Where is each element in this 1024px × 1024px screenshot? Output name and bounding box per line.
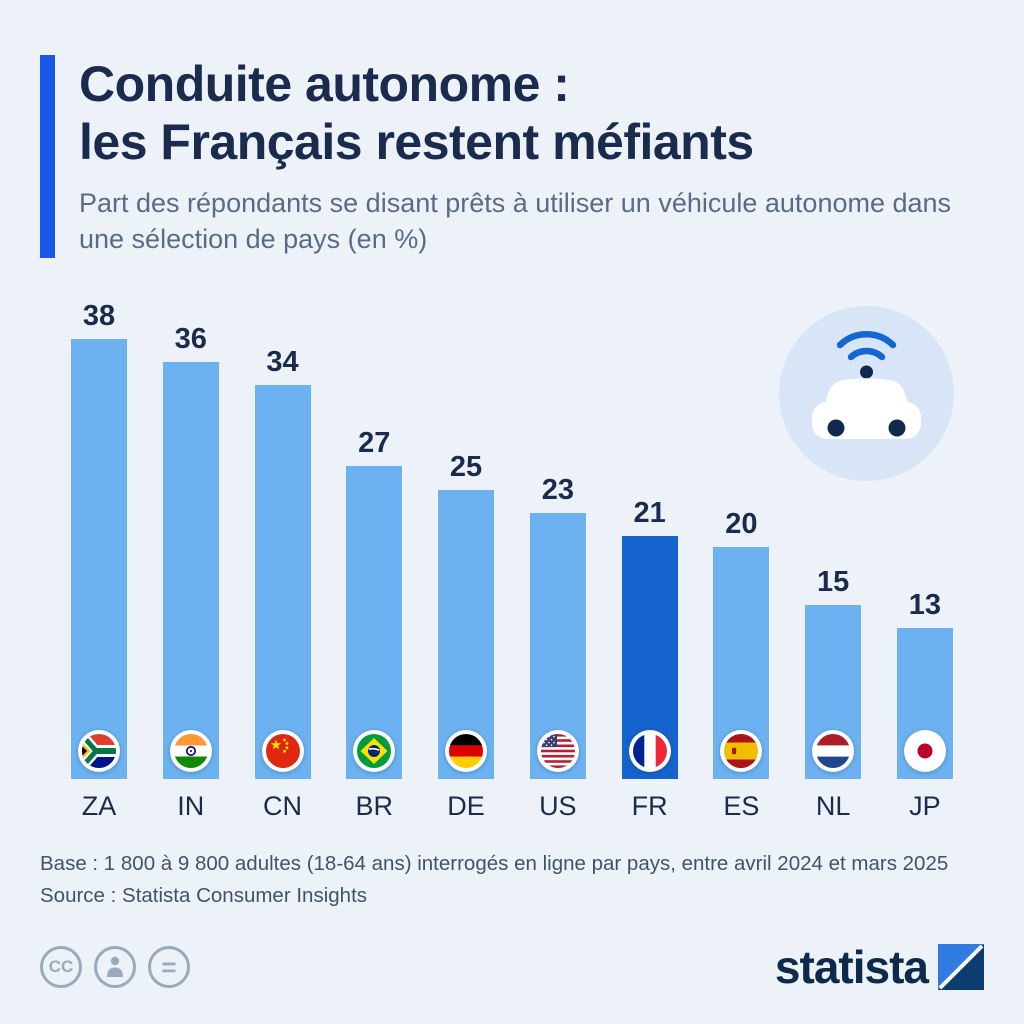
statista-branding: statista xyxy=(775,940,984,994)
chart-area: 38 ZA 36 IN 34 CN 27 BR 25 DE 23 US 21 FR 20 ES 15 NL 13 JP xyxy=(40,300,984,822)
country-code-label: BR xyxy=(355,790,394,821)
bar-value-label: 21 xyxy=(633,496,666,529)
bar-br xyxy=(346,465,403,779)
bar-value-label: 23 xyxy=(541,473,574,506)
country-code-label: JP xyxy=(909,790,941,821)
autonomous-car-wifi-icon xyxy=(779,305,954,481)
bar-column-za: 38 ZA xyxy=(68,300,130,822)
chart-subtitle: Part des répondants se disant prêts à ut… xyxy=(79,188,952,255)
country-code-label: NL xyxy=(815,790,851,821)
bar-jp xyxy=(896,627,953,779)
bar-cn xyxy=(254,384,311,779)
bar-nl xyxy=(805,604,862,779)
bar-column-de: 25 DE xyxy=(435,451,497,822)
usa-flag-icon xyxy=(536,729,579,772)
header: Conduite autonome : les Français restent … xyxy=(40,55,984,258)
country-code-label: IN xyxy=(177,790,205,821)
germany-flag-icon xyxy=(445,729,488,772)
source-note: Source : Statista Consumer Insights xyxy=(40,883,368,907)
bar-es xyxy=(713,546,770,779)
spain-flag-icon xyxy=(720,729,763,772)
bar-value-label: 15 xyxy=(816,565,850,598)
statista-logo-text: statista xyxy=(774,941,929,993)
title-accent-bar xyxy=(40,55,55,258)
india-flag-icon xyxy=(169,729,212,772)
country-code-label: ZA xyxy=(81,790,117,821)
bar-value-label: 20 xyxy=(725,507,758,540)
bar-value-label: 34 xyxy=(266,345,299,378)
bar-column-es: 20 ES xyxy=(710,508,772,822)
base-note: Base : 1 800 à 9 800 adultes (18-64 ans)… xyxy=(40,851,949,875)
cc-icon: CC xyxy=(40,946,82,988)
bottom-row: CC = statista xyxy=(40,940,984,994)
country-code-label: US xyxy=(539,790,577,821)
page-title-line1: Conduite autonome : xyxy=(79,56,570,112)
bar-column-cn: 34 CN xyxy=(252,346,314,822)
country-code-label: DE xyxy=(447,790,485,821)
country-code-label: ES xyxy=(723,790,760,821)
south-africa-flag-icon xyxy=(78,729,120,772)
bar-value-label: 36 xyxy=(174,322,207,355)
bar-fr xyxy=(621,535,678,779)
japan-flag-icon xyxy=(903,729,946,772)
bar-in xyxy=(162,361,219,779)
attribution-person-icon xyxy=(94,946,136,988)
bar-de xyxy=(438,489,495,779)
bar-column-us: 23 US xyxy=(527,474,589,822)
country-code-label: CN xyxy=(263,790,303,821)
header-text: Conduite autonome : les Français restent … xyxy=(79,55,984,258)
bar-us xyxy=(529,512,586,779)
bar-value-label: 27 xyxy=(358,426,391,459)
bar-za xyxy=(71,338,127,779)
license-icons: CC = xyxy=(40,946,190,988)
netherlands-flag-icon xyxy=(812,729,855,772)
bar-column-nl: 15 NL xyxy=(802,566,864,822)
statista-logo-mark xyxy=(938,944,984,990)
bar-chart: 38 ZA 36 IN 34 CN 27 BR 25 DE 23 US 21 FR 20 ES 15 NL 13 JP xyxy=(68,300,956,822)
country-code-label: FR xyxy=(631,790,668,821)
bar-column-jp: 13 JP xyxy=(894,589,956,822)
china-flag-icon xyxy=(261,729,304,772)
page-title-line2: les Français restent méfiants xyxy=(79,114,754,170)
brazil-flag-icon xyxy=(353,729,396,772)
bar-value-label: 38 xyxy=(82,299,116,332)
bar-column-in: 36 IN xyxy=(160,323,222,822)
bar-value-label: 25 xyxy=(449,450,483,483)
bar-column-fr: 21 FR xyxy=(619,497,681,822)
bar-value-label: 13 xyxy=(908,588,942,621)
page-title: Conduite autonome : les Français restent … xyxy=(79,55,984,171)
bar-column-br: 27 BR xyxy=(343,427,405,822)
no-derivatives-icon: = xyxy=(148,946,190,988)
france-flag-icon xyxy=(628,729,671,772)
footnotes: Base : 1 800 à 9 800 adultes (18-64 ans)… xyxy=(40,848,984,912)
